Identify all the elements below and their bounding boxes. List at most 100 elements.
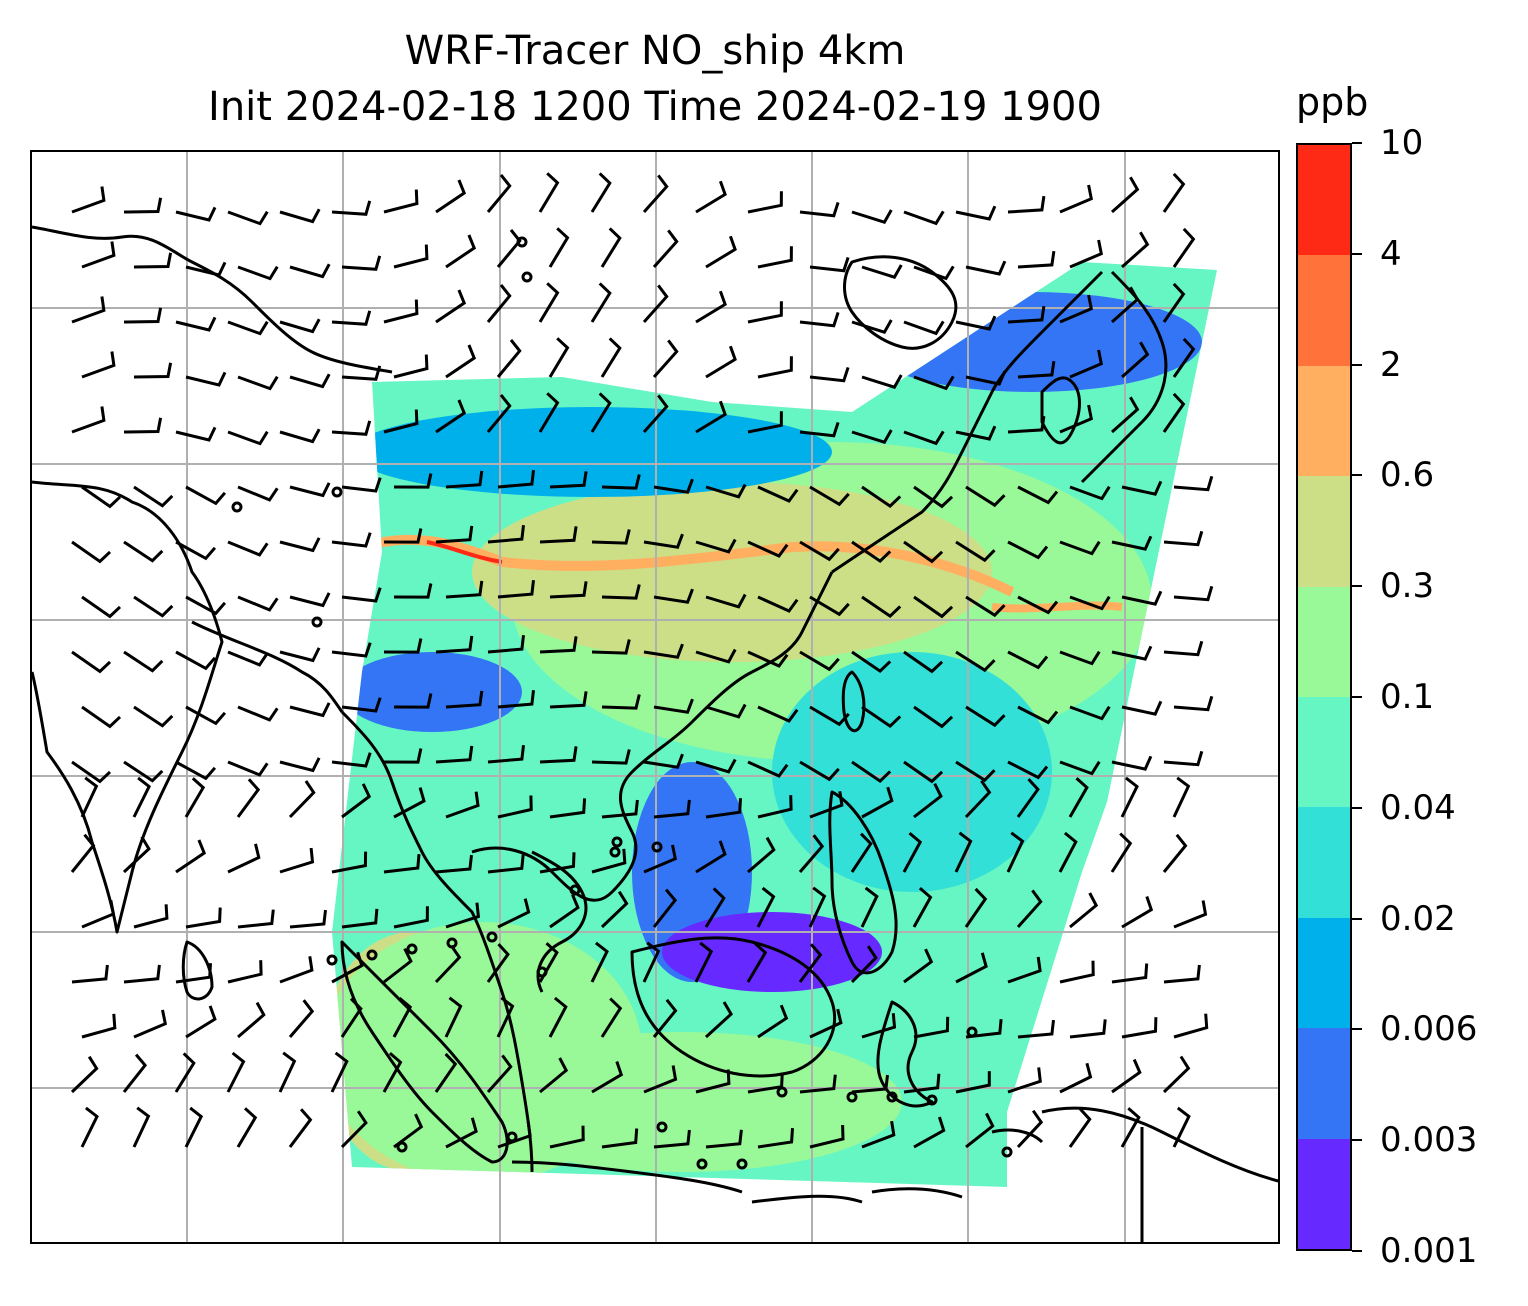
wind-barb [600, 890, 629, 929]
wind-barb [539, 636, 578, 654]
wind-barb [642, 284, 669, 323]
tracer-zone [662, 912, 882, 992]
wind-barb [1173, 1013, 1209, 1039]
wind-barb [331, 752, 372, 768]
wind-barb [695, 538, 737, 554]
wind-barb [81, 1013, 117, 1039]
wind-barb [445, 470, 484, 489]
wind-barb [903, 320, 945, 336]
wind-barb [955, 540, 996, 563]
colorbar-unit-label: ppb [1296, 80, 1369, 124]
wind-barb [1172, 1106, 1191, 1148]
wind-barb [497, 898, 531, 929]
coastline-bay-bengal-north [191, 620, 344, 713]
wind-barb [601, 694, 641, 710]
wind-barb [705, 798, 742, 819]
wind-barb [1173, 900, 1208, 929]
wind-barb [590, 941, 609, 983]
coastline-borneo [630, 936, 837, 1078]
wind-barb [705, 1129, 743, 1149]
wind-barb [1007, 650, 1049, 670]
colorbar-segment [1298, 476, 1350, 587]
wind-barb [175, 316, 217, 332]
chart-title-line-2: Init 2024-02-18 1200 Time 2024-02-19 190… [208, 84, 1102, 130]
wind-barb [652, 339, 679, 378]
wind-barb [487, 854, 525, 874]
wind-barb [1007, 1067, 1042, 1094]
wind-barb [236, 778, 261, 818]
colorbar-tick [1352, 474, 1362, 477]
wind-barb [1059, 184, 1094, 214]
tracer-zone [772, 652, 1052, 892]
wind-barb [175, 650, 217, 671]
wind-barb [434, 1052, 458, 1093]
wind-barb [123, 760, 164, 783]
wind-barb [71, 760, 112, 784]
wind-barb [903, 760, 944, 784]
wind-barb [1017, 595, 1059, 615]
wind-barb [913, 782, 943, 819]
wind-barb [809, 595, 850, 617]
wind-barb [1162, 392, 1186, 433]
wind-barb [1059, 650, 1101, 666]
wind-barb [1111, 176, 1140, 214]
wind-barb [965, 485, 1006, 508]
wind-barb [705, 345, 737, 379]
colorbar-tick-label: 0.1 [1380, 677, 1435, 717]
wind-barb [237, 1001, 266, 1039]
wind-barb [1007, 760, 1049, 780]
wind-barb [965, 705, 1006, 728]
wind-barb [1121, 1017, 1158, 1039]
wind-barb [746, 942, 768, 983]
wind-barb [757, 795, 793, 819]
wind-barb [913, 1116, 946, 1149]
wind-barb [279, 956, 314, 984]
wind-barb [705, 703, 747, 719]
calm-wind-marker [331, 486, 343, 498]
wind-barb [123, 964, 161, 984]
wind-barb [1120, 1107, 1141, 1148]
colorbar-tick-label: 0.3 [1380, 566, 1435, 607]
wind-barb [643, 533, 684, 549]
wind-barb [434, 944, 462, 984]
coastline-timor [991, 1128, 1044, 1144]
wind-barb [341, 697, 382, 713]
wind-barb [1162, 833, 1188, 873]
wind-barb [133, 362, 173, 379]
wind-barb [237, 485, 279, 502]
wind-barb [705, 235, 737, 269]
wind-barb [851, 650, 892, 674]
colorbar-tick-label: 0.04 [1380, 787, 1456, 828]
calm-wind-marker [696, 1158, 708, 1170]
wind-barb [955, 952, 988, 984]
wind-barb [653, 588, 694, 604]
wind-barb [643, 643, 684, 659]
wind-barb [435, 179, 467, 214]
wind-barb [486, 393, 512, 433]
wind-barb [903, 540, 944, 564]
calm-wind-marker [846, 1091, 858, 1103]
wind-barb [539, 746, 578, 764]
wind-barb [590, 172, 612, 213]
wind-barb [486, 1054, 513, 1094]
wind-barb [549, 581, 588, 599]
wind-barb [747, 191, 783, 214]
coastline-java [511, 1160, 743, 1194]
wind-barb [496, 996, 515, 1038]
wind-barb [123, 197, 163, 214]
wind-barb [747, 836, 776, 874]
coastline-india [32, 480, 224, 934]
wind-barb [642, 394, 669, 433]
wind-barb [383, 638, 423, 654]
wind-barb [497, 795, 533, 819]
coastline-sumatra [340, 940, 509, 1164]
wind-barb [1017, 360, 1056, 379]
colorbar-tick [1352, 252, 1362, 255]
wind-barb [860, 886, 879, 928]
wind-barb [861, 705, 902, 729]
wind-barb [227, 760, 269, 777]
wind-barb [122, 1053, 148, 1093]
wind-barb [912, 886, 933, 928]
wind-barb [1069, 892, 1099, 929]
wind-barb [695, 648, 737, 664]
